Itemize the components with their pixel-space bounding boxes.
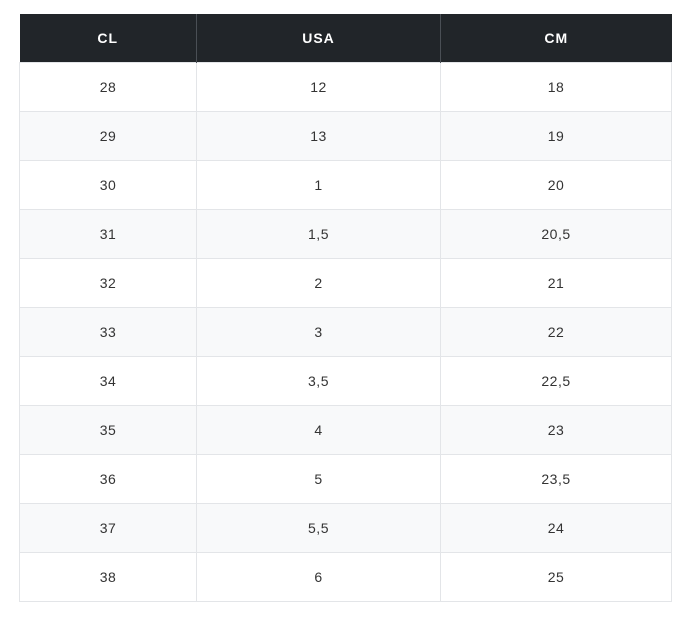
size-conversion-table: CL USA CM 28 12 18 29 13 19 30 1 20 31 xyxy=(19,14,672,602)
cell-cm: 25 xyxy=(440,552,672,602)
cell-cl: 38 xyxy=(19,552,197,602)
cell-usa: 5,5 xyxy=(196,503,441,553)
table-row: 33 3 22 xyxy=(19,307,672,357)
cell-usa: 1 xyxy=(196,160,441,210)
column-header-cl: CL xyxy=(19,14,197,63)
cell-cl: 37 xyxy=(19,503,197,553)
table-row: 35 4 23 xyxy=(19,405,672,455)
cell-cm: 19 xyxy=(440,111,672,161)
cell-cm: 20 xyxy=(440,160,672,210)
table-header: CL USA CM xyxy=(19,14,672,63)
cell-cl: 33 xyxy=(19,307,197,357)
cell-cm: 20,5 xyxy=(440,209,672,259)
table-row: 36 5 23,5 xyxy=(19,454,672,504)
table-row: 32 2 21 xyxy=(19,258,672,308)
column-header-cm: CM xyxy=(440,14,672,63)
cell-cm: 22 xyxy=(440,307,672,357)
cell-cl: 31 xyxy=(19,209,197,259)
cell-cl: 28 xyxy=(19,62,197,112)
cell-usa: 4 xyxy=(196,405,441,455)
table-row: 37 5,5 24 xyxy=(19,503,672,553)
cell-cm: 24 xyxy=(440,503,672,553)
table-row: 28 12 18 xyxy=(19,62,672,112)
table-row: 31 1,5 20,5 xyxy=(19,209,672,259)
cell-cm: 23 xyxy=(440,405,672,455)
header-row: CL USA CM xyxy=(19,14,672,63)
cell-cm: 22,5 xyxy=(440,356,672,406)
cell-usa: 13 xyxy=(196,111,441,161)
table-row: 30 1 20 xyxy=(19,160,672,210)
cell-cl: 32 xyxy=(19,258,197,308)
cell-usa: 12 xyxy=(196,62,441,112)
size-table-container: CL USA CM 28 12 18 29 13 19 30 1 20 31 xyxy=(19,14,672,602)
column-header-usa: USA xyxy=(196,14,441,63)
cell-cl: 35 xyxy=(19,405,197,455)
cell-cm: 21 xyxy=(440,258,672,308)
cell-cm: 23,5 xyxy=(440,454,672,504)
table-row: 34 3,5 22,5 xyxy=(19,356,672,406)
cell-usa: 5 xyxy=(196,454,441,504)
table-row: 29 13 19 xyxy=(19,111,672,161)
cell-usa: 3 xyxy=(196,307,441,357)
cell-cl: 29 xyxy=(19,111,197,161)
table-row: 38 6 25 xyxy=(19,552,672,602)
cell-usa: 6 xyxy=(196,552,441,602)
cell-usa: 2 xyxy=(196,258,441,308)
table-body: 28 12 18 29 13 19 30 1 20 31 1,5 20,5 32 xyxy=(19,62,672,602)
cell-usa: 3,5 xyxy=(196,356,441,406)
cell-cl: 34 xyxy=(19,356,197,406)
cell-usa: 1,5 xyxy=(196,209,441,259)
cell-cl: 36 xyxy=(19,454,197,504)
cell-cl: 30 xyxy=(19,160,197,210)
cell-cm: 18 xyxy=(440,62,672,112)
